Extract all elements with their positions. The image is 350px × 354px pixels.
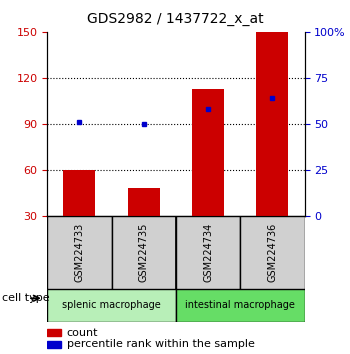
Text: GSM224736: GSM224736 bbox=[267, 223, 277, 282]
Text: splenic macrophage: splenic macrophage bbox=[62, 300, 161, 310]
Bar bbox=[176, 216, 240, 289]
Bar bbox=[47, 289, 176, 322]
Bar bbox=[112, 216, 176, 289]
Text: percentile rank within the sample: percentile rank within the sample bbox=[66, 339, 254, 349]
Text: GSM224734: GSM224734 bbox=[203, 223, 213, 282]
Text: count: count bbox=[66, 327, 98, 337]
Text: GDS2982 / 1437722_x_at: GDS2982 / 1437722_x_at bbox=[87, 12, 263, 27]
Bar bbox=[47, 216, 112, 289]
Text: cell type: cell type bbox=[2, 293, 49, 303]
Bar bbox=[47, 329, 61, 336]
Text: intestinal macrophage: intestinal macrophage bbox=[185, 300, 295, 310]
Bar bbox=[256, 32, 288, 216]
Text: GSM224733: GSM224733 bbox=[75, 223, 84, 282]
Text: GSM224735: GSM224735 bbox=[139, 223, 149, 282]
Bar bbox=[63, 170, 96, 216]
Bar bbox=[47, 341, 61, 348]
Bar bbox=[176, 289, 304, 322]
Bar bbox=[128, 188, 160, 216]
Bar bbox=[240, 216, 304, 289]
Bar bbox=[192, 88, 224, 216]
